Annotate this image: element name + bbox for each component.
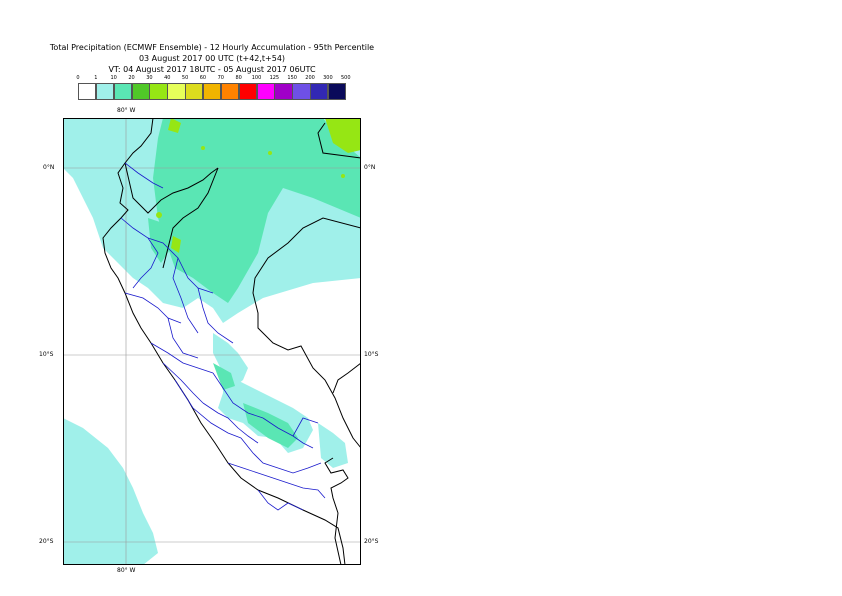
map-frame bbox=[63, 118, 361, 565]
region-borders bbox=[120, 162, 326, 511]
legend-tick-label: 0 bbox=[76, 75, 80, 81]
precip-yellowgreen-spots bbox=[156, 118, 361, 253]
legend-tick-label: 1 bbox=[94, 75, 98, 81]
legend-color-box bbox=[256, 83, 275, 100]
lon-label-bottom: 80° W bbox=[117, 567, 136, 574]
legend-tick-label: 30 bbox=[146, 75, 153, 81]
legend-color-box bbox=[274, 83, 293, 100]
legend-color-box bbox=[327, 83, 347, 100]
legend-tick-label: 150 bbox=[287, 75, 297, 81]
legend-tick-label: 200 bbox=[305, 75, 315, 81]
legend-tick-label: 80 bbox=[235, 75, 242, 81]
valid-time-subtitle: VT: 04 August 2017 18UTC - 05 August 201… bbox=[108, 65, 316, 74]
legend-tick-label: 70 bbox=[217, 75, 224, 81]
graticule bbox=[63, 118, 361, 565]
legend-tick-label: 125 bbox=[269, 75, 280, 81]
run-time-subtitle: 03 August 2017 00 UTC (t+42,t+54) bbox=[138, 54, 286, 63]
lat-label-10s-left: 10°S bbox=[39, 351, 54, 358]
legend-tick-label: 300 bbox=[323, 75, 333, 81]
legend-color-box bbox=[310, 83, 329, 100]
lat-label-20s-right: 20°S bbox=[364, 538, 379, 545]
lon-label-top: 80° W bbox=[117, 107, 136, 114]
legend-color-box bbox=[167, 83, 186, 100]
legend-color-box bbox=[220, 83, 240, 100]
legend-color-box bbox=[78, 83, 97, 100]
precip-green-area bbox=[148, 118, 361, 448]
legend-tick-label: 60 bbox=[199, 75, 207, 81]
map-canvas bbox=[63, 117, 362, 566]
legend-tick-label: 20 bbox=[128, 75, 135, 81]
lat-label-10s-right: 10°S bbox=[364, 351, 379, 358]
legend-color-box bbox=[95, 83, 115, 100]
legend-tick-label: 40 bbox=[164, 75, 171, 81]
chart-title: Total Precipitation (ECMWF Ensemble) - 1… bbox=[49, 43, 375, 52]
precipitation-map: 80° W 80° W 0°N 0°N 10°S 10°S 20°S 20°S bbox=[39, 107, 378, 574]
legend-color-box bbox=[185, 83, 204, 100]
legend-tick-label: 100 bbox=[251, 75, 262, 81]
lat-label-eq-left: 0°N bbox=[43, 164, 55, 171]
country-borders bbox=[102, 117, 362, 566]
lat-label-20s-left: 20°S bbox=[39, 538, 54, 545]
legend-color-box bbox=[292, 83, 311, 100]
legend-tick-label: 500 bbox=[340, 75, 351, 81]
lat-label-eq-right: 0°N bbox=[364, 164, 376, 171]
legend-color-box bbox=[238, 83, 257, 100]
legend-tick-label: 50 bbox=[181, 75, 189, 81]
legend-color-box bbox=[113, 83, 133, 100]
legend-color-box bbox=[149, 83, 168, 100]
legend-tick-label: 10 bbox=[110, 75, 117, 81]
legend-color-box bbox=[202, 83, 222, 100]
legend-color-box bbox=[131, 83, 150, 100]
